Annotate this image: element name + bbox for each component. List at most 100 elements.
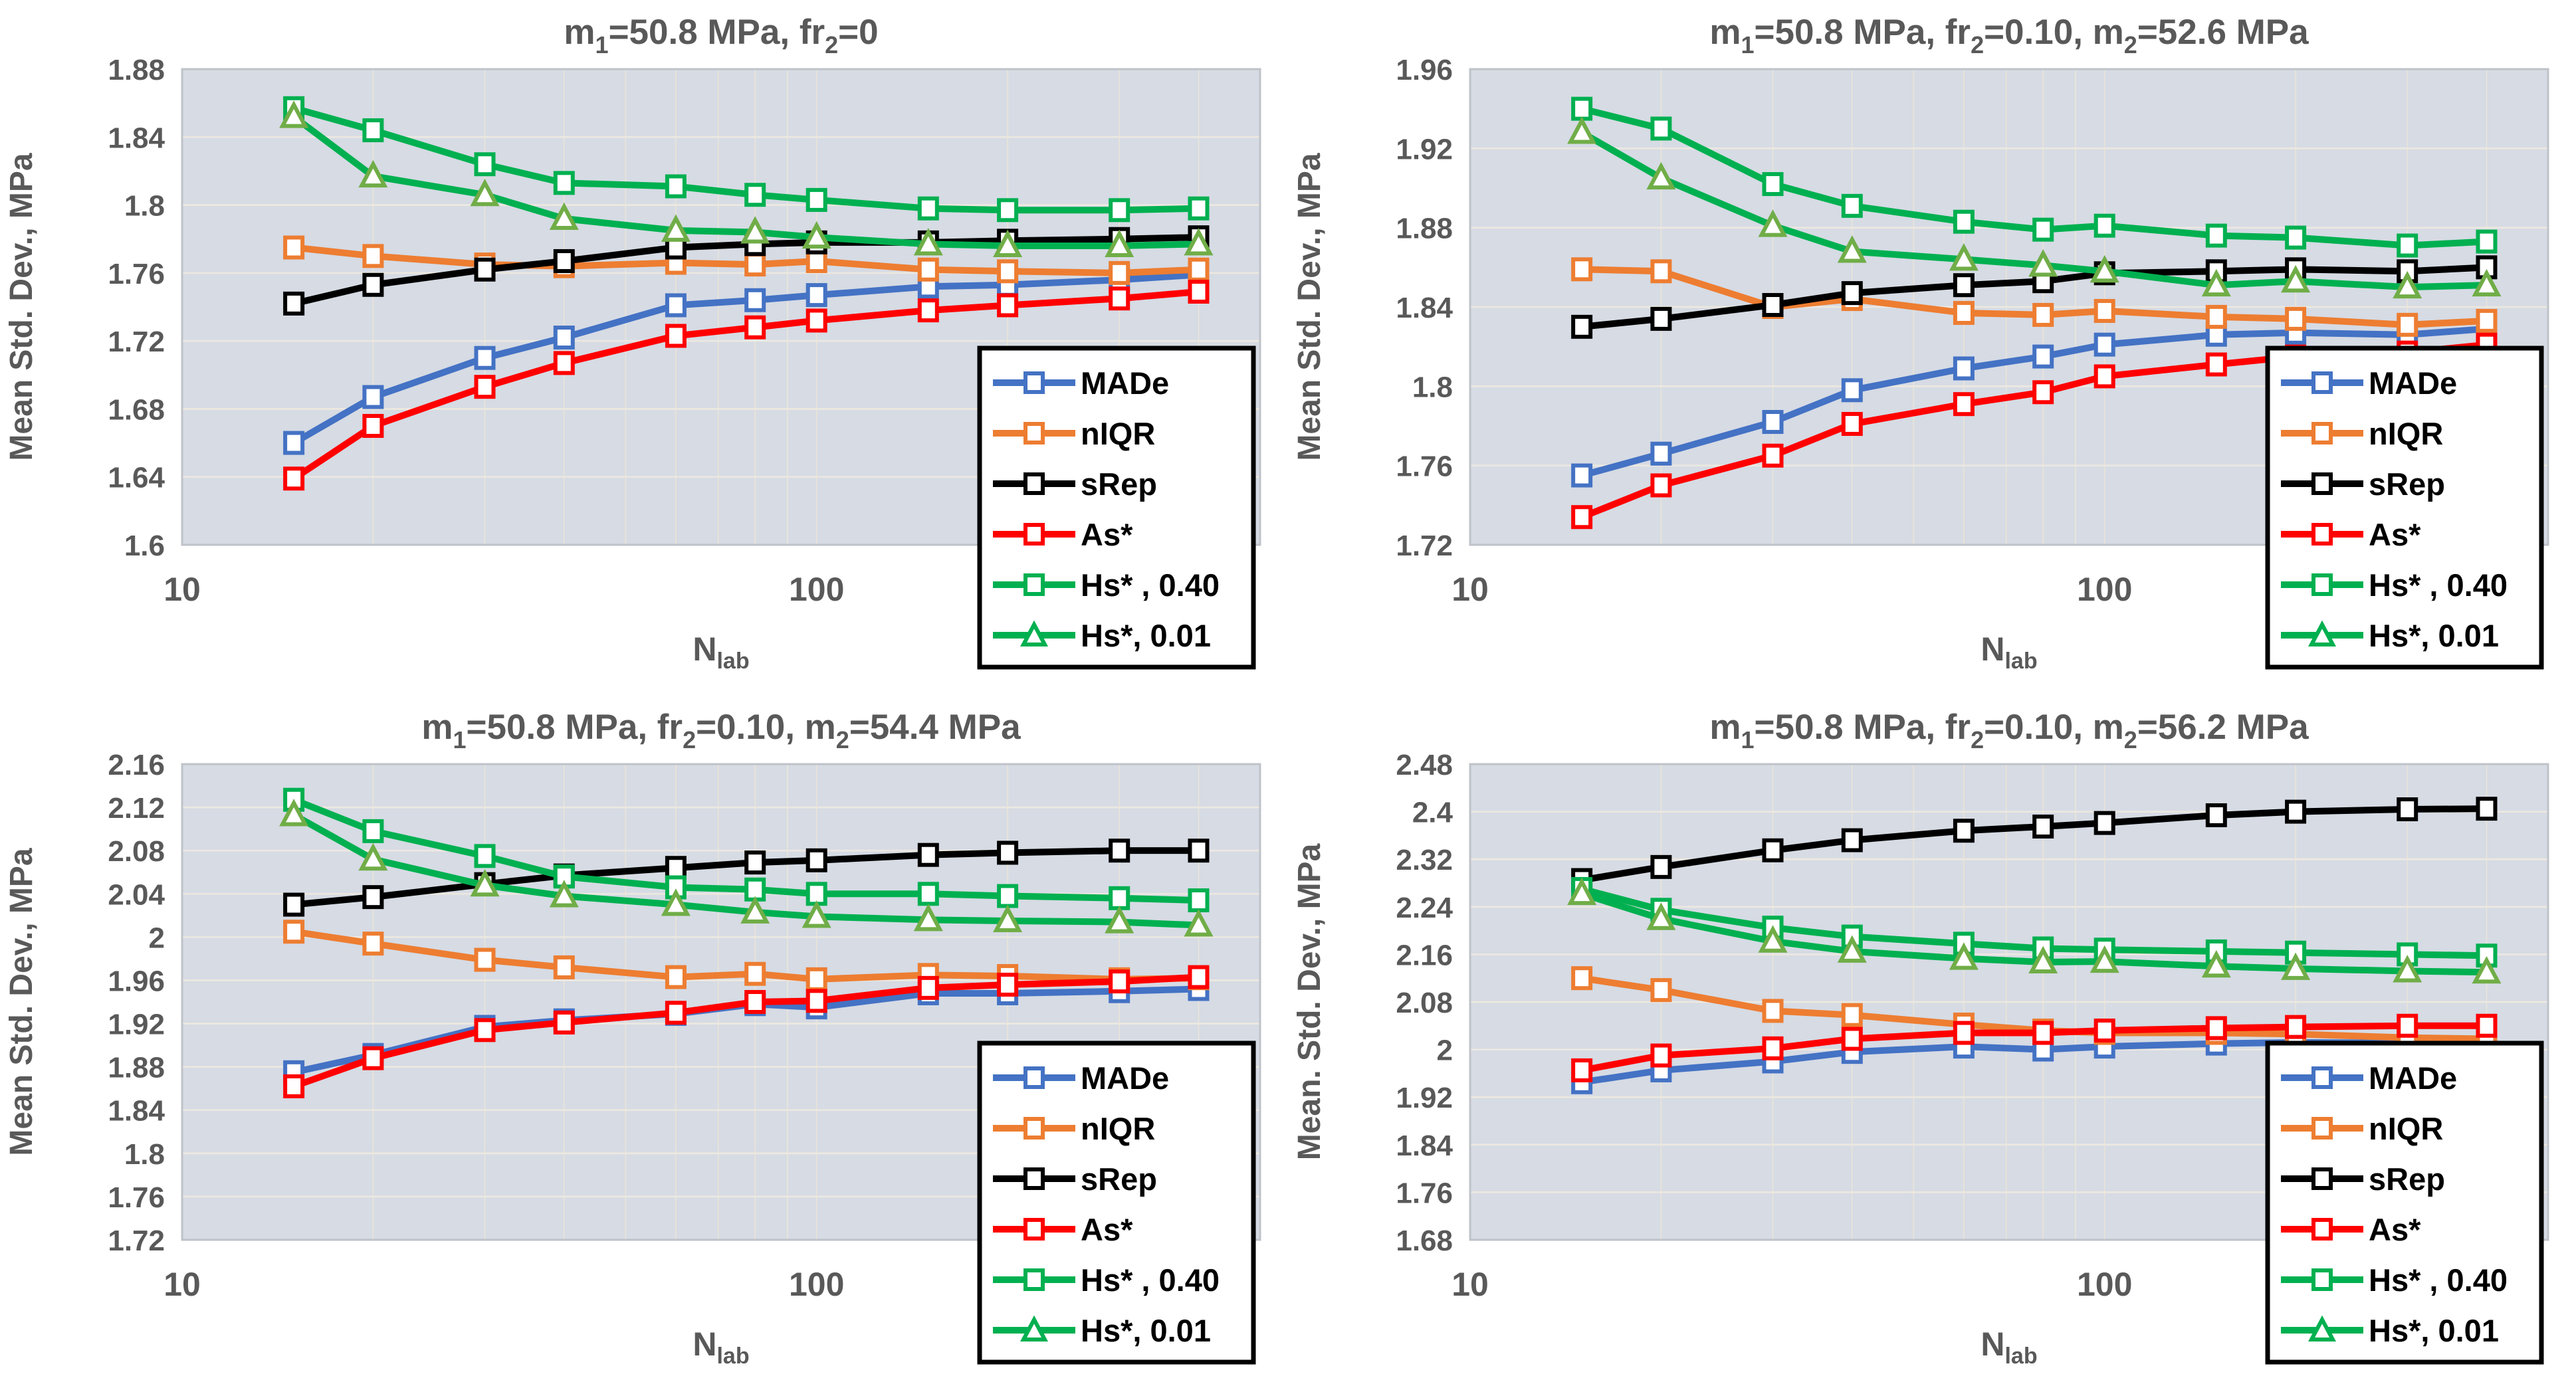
legend-label: Hs*, 0.01 <box>1081 618 1211 653</box>
legend-label: Hs* , 0.40 <box>2369 1262 2508 1298</box>
y-axis-ticks: 1.6 1.64 1.68 1.72 1.76 1.8 1.84 1.88 <box>108 54 165 562</box>
triangle-marker <box>1949 243 1979 271</box>
y-axis-label: Mean Std. Dev., MPa <box>4 848 39 1156</box>
y-tick-label: 2.08 <box>1396 987 1453 1019</box>
y-axis-ticks: 1.72 1.76 1.8 1.84 1.88 1.92 1.96 2 2.04 2.08 2.12… <box>108 749 165 1257</box>
triangle-marker <box>1646 161 1676 190</box>
legend-item-hs-0-40: Hs* , 0.40 <box>993 567 1220 603</box>
y-tick-label: 1.6 <box>124 530 165 562</box>
y-tick-label: 2.48 <box>1396 749 1453 781</box>
series-as <box>283 965 1210 1098</box>
y-tick-label: 1.84 <box>108 122 165 154</box>
legend-item-hs-0-01: Hs*, 0.01 <box>2281 618 2499 653</box>
square-marker <box>1762 999 1784 1023</box>
square-marker <box>744 990 766 1014</box>
square-marker <box>1841 412 1863 437</box>
triangle-marker <box>740 216 770 244</box>
y-tick-label: 1.68 <box>108 393 165 426</box>
triangle-marker <box>1646 902 1676 930</box>
legend-item-hs-0-40: Hs* , 0.40 <box>993 1262 1220 1298</box>
x-axis-ticks: 10 100 <box>163 571 844 608</box>
plot-border <box>181 68 1261 546</box>
y-tick-label: 1.84 <box>1396 1130 1453 1162</box>
square-marker <box>2032 380 2054 405</box>
x-tick-label: 10 <box>163 1266 201 1303</box>
chart-panel-m2-56-2: 1.68 1.76 1.84 1.92 2 2.08 2.16 2.24 2.32 2.4 2.48… <box>1288 695 2576 1390</box>
y-tick-label: 1.8 <box>124 1138 165 1171</box>
series-hs-0-40 <box>283 787 1210 913</box>
triangle-marker <box>1837 235 1867 263</box>
triangle-marker <box>1567 116 1597 144</box>
legend: MADe nIQR sRep As* Hs* , 0.40 Hs*, 0.01 <box>977 1041 1256 1365</box>
square-marker <box>474 1018 496 1042</box>
triangle-marker <box>661 214 691 242</box>
legend-label: MADe <box>2369 1060 2457 1096</box>
legend-label: sRep <box>2369 466 2445 502</box>
legend-square-marker <box>1023 472 1045 495</box>
square-marker <box>1188 196 1210 221</box>
square-marker <box>1841 1027 1863 1051</box>
triangle-marker <box>1758 209 1788 237</box>
legend-square-marker <box>2311 1218 2333 1241</box>
series-hs-0-01 <box>1567 877 2502 984</box>
legend-label: nIQR <box>2369 1111 2443 1146</box>
square-marker <box>805 308 827 333</box>
square-marker <box>553 351 575 375</box>
square-marker <box>553 326 575 350</box>
y-tick-label: 2.16 <box>108 749 165 781</box>
legend-square-marker <box>2311 371 2333 394</box>
triangle-marker <box>358 159 388 188</box>
y-axis-label: Mean Std. Dev., MPa <box>1292 153 1327 461</box>
square-marker <box>2285 799 2307 824</box>
series-as <box>283 279 1210 491</box>
y-axis-label: Mean Std. Dev., MPa <box>4 153 39 461</box>
legend-square-marker <box>1023 422 1045 445</box>
square-marker <box>997 841 1019 865</box>
square-marker <box>1650 259 1672 284</box>
square-marker <box>474 152 496 177</box>
square-marker <box>805 848 827 872</box>
triangle-marker <box>802 900 831 928</box>
square-marker <box>1841 828 1863 852</box>
y-tick-label: 1.72 <box>108 1225 165 1257</box>
y-axis-ticks: 1.68 1.76 1.84 1.92 2 2.08 2.16 2.24 2.32 2.4 2.48 <box>1396 749 1453 1257</box>
square-marker <box>362 272 384 297</box>
square-marker <box>283 920 305 944</box>
square-marker <box>2032 302 2054 327</box>
square-marker <box>1109 286 1130 311</box>
triangle-marker <box>661 888 691 916</box>
chart-panel-m2-52-6: 1.72 1.76 1.8 1.84 1.88 1.92 1.96 10 100 Mean Std… <box>1288 0 2576 695</box>
legend: MADe nIQR sRep As* Hs* , 0.40 Hs*, 0.01 <box>2265 346 2544 670</box>
square-marker <box>1953 273 1975 298</box>
chart-svg-m2-56-2: 1.68 1.76 1.84 1.92 2 2.08 2.16 2.24 2.32 2.4 2.48… <box>1292 708 2549 1369</box>
square-marker <box>1650 116 1672 141</box>
x-axis-label: Nlab <box>1981 631 2037 674</box>
legend: MADe nIQR sRep As* Hs* , 0.40 Hs*, 0.01 <box>2265 1041 2544 1365</box>
square-marker <box>1109 969 1130 994</box>
square-marker <box>997 259 1019 284</box>
y-tick-label: 1.92 <box>1396 133 1453 165</box>
triangle-marker <box>1105 906 1134 934</box>
series-hs-0-01 <box>1567 116 2502 299</box>
triangle-marker <box>1184 227 1214 256</box>
square-marker <box>2285 225 2307 250</box>
square-marker <box>1841 378 1863 403</box>
triangle-marker <box>2393 270 2422 299</box>
triangle-marker <box>470 178 500 207</box>
x-tick-label: 100 <box>789 571 844 608</box>
legend-square-marker <box>2311 422 2333 445</box>
square-marker <box>362 118 384 143</box>
x-axis-ticks: 10 100 <box>163 1266 844 1303</box>
y-tick-label: 1.76 <box>1396 450 1453 483</box>
plot-border <box>1469 68 2549 546</box>
series-as <box>1571 1013 2498 1082</box>
triangle-marker <box>2201 268 2231 297</box>
legend-item-made: MADe <box>993 1060 1169 1096</box>
legend-label: Hs*, 0.01 <box>2369 618 2499 653</box>
square-marker <box>2397 312 2418 337</box>
square-marker <box>2476 229 2498 254</box>
y-tick-label: 1.88 <box>108 1052 165 1084</box>
square-marker <box>997 198 1019 223</box>
square-marker <box>665 965 687 989</box>
